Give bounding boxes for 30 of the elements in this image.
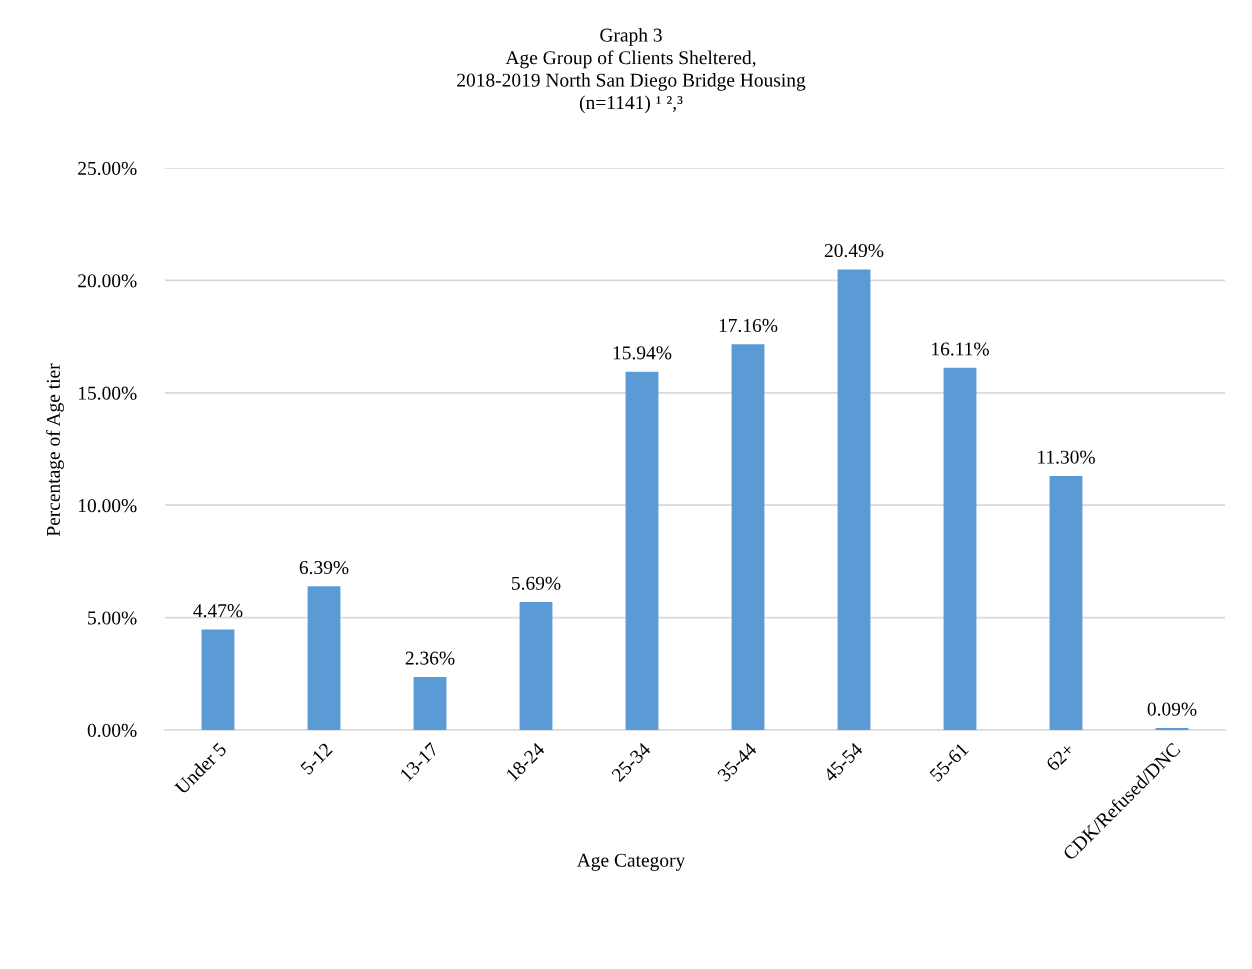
data-label: 17.16% [719,318,778,333]
x-tick-label: 5-12 [300,742,333,776]
y-tick-label: 0.00% [87,723,137,738]
data-label: 20.49% [824,243,884,258]
y-tick-label: 25.00% [78,161,137,176]
bar [837,269,871,730]
data-label: 2.36% [405,651,455,665]
data-label: 15.94% [613,346,672,360]
bar [731,344,765,730]
bar [413,676,447,730]
data-label: 4.47% [193,604,243,618]
data-label: 5.69% [512,576,561,590]
data-label: 16.11% [932,342,989,356]
y-axis-title: Percentage of Age tier [46,363,64,537]
data-label: 0.09% [1147,702,1197,716]
bar [625,371,659,730]
data-label: 6.39% [299,560,349,575]
y-tick-label: 5.00% [88,611,137,625]
x-axis-title: Age Category [576,853,686,871]
chart-title: Graph 3 Age Group of Clients Sheltered, 2018-2019 North San Diego Bridge Housing (n=1141) ¹ ²,³ [457,28,806,114]
y-tick-label: 15.00% [78,386,137,400]
data-label: 11.30% [1038,450,1095,464]
y-tick-label: 10.00% [78,499,137,513]
bar [519,602,553,730]
bar [1049,475,1083,730]
y-tick-label: 20.00% [78,274,137,288]
bar [943,367,977,730]
bar [1155,727,1189,730]
bar [307,586,341,730]
bar [201,629,235,730]
